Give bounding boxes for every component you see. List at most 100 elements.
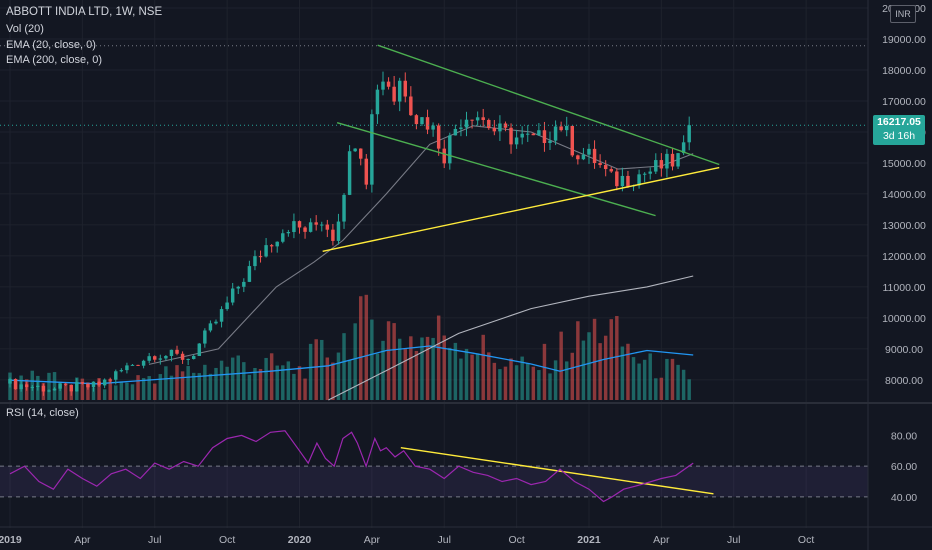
currency-badge[interactable]: INR <box>890 5 916 23</box>
candle-body <box>247 266 252 282</box>
volume-bar <box>386 321 391 400</box>
volume-bar <box>197 373 202 400</box>
candle-body <box>548 140 552 144</box>
volume-bar <box>425 336 430 400</box>
candle-body <box>102 379 107 386</box>
candle-body <box>186 358 190 360</box>
candle-body <box>208 323 213 331</box>
time-tick-label: Oct <box>798 534 814 546</box>
candle-body <box>303 227 307 232</box>
volume-bar <box>670 358 675 400</box>
volume-bar <box>453 342 458 400</box>
time-tick-label: 2021 <box>577 534 601 546</box>
rsi-tick-label: 60.00 <box>891 461 917 473</box>
volume-bar <box>141 378 146 400</box>
candle-body <box>459 127 463 129</box>
grid-lines <box>0 0 868 528</box>
volume-bar <box>509 358 513 400</box>
price-tick-label: 15000.00 <box>882 158 926 170</box>
candle-body <box>342 194 346 222</box>
volume-bar <box>659 377 664 400</box>
candle-body <box>665 153 669 169</box>
candle-body <box>598 163 602 166</box>
candle-body <box>180 353 185 360</box>
volume-bar <box>325 357 330 400</box>
volume-bar <box>191 372 196 400</box>
candle-body <box>642 173 647 175</box>
volume-bar <box>13 381 18 400</box>
candle-body <box>403 80 407 97</box>
volume-bar <box>225 366 229 400</box>
candle-body <box>119 370 124 372</box>
candle-body <box>336 221 341 241</box>
candle-body <box>225 302 229 310</box>
rsi-band-fill <box>0 466 868 497</box>
symbol-title[interactable]: ABBOTT INDIA LTD, 1W, NSE <box>6 6 163 18</box>
candle-body <box>531 133 536 136</box>
volume-bar <box>375 353 380 400</box>
legend-vol[interactable]: Vol (20) <box>6 23 44 35</box>
candle-body <box>626 175 630 187</box>
candle-body <box>63 383 68 385</box>
candle-body <box>197 343 202 356</box>
volume-bar <box>676 364 680 400</box>
candle-body <box>320 224 324 226</box>
volume-bar <box>442 335 446 400</box>
volume-bar <box>609 319 613 400</box>
candle-body <box>520 133 524 138</box>
candle-body <box>97 381 101 386</box>
volume-bar <box>297 366 302 400</box>
candle-body <box>386 81 391 87</box>
candle-body <box>275 241 279 247</box>
candle-body <box>503 123 508 128</box>
ema200-line <box>328 275 694 401</box>
candle-body <box>359 148 363 159</box>
volume-bar <box>409 336 413 400</box>
volume-bar <box>136 375 140 400</box>
candle-body <box>564 125 569 131</box>
volume-bar <box>130 384 135 400</box>
volume-bar <box>242 362 246 400</box>
candle-body <box>114 371 118 380</box>
candle-body <box>264 245 268 257</box>
candle-body <box>331 229 335 241</box>
volume-bar <box>498 369 502 400</box>
candle-body <box>286 232 291 234</box>
volume-bar <box>236 355 240 400</box>
candle-body <box>487 119 491 129</box>
time-tick-label: Apr <box>653 534 670 546</box>
legend-ema20[interactable]: EMA (20, close, 0) <box>6 39 96 51</box>
volume-bar <box>219 360 224 400</box>
trend-drawings[interactable] <box>322 44 720 495</box>
candle-body <box>481 117 485 120</box>
ema20-line <box>148 125 694 365</box>
volume-bar <box>514 365 519 400</box>
candle-body <box>392 86 396 102</box>
volume-bar <box>381 340 385 400</box>
volume-bar <box>258 368 263 400</box>
rsi-band <box>0 465 868 498</box>
time-tick-label: Oct <box>508 534 524 546</box>
volume-bar <box>592 318 597 400</box>
volume-bar <box>654 378 658 400</box>
volume-bar <box>175 365 179 400</box>
candle-body <box>553 126 558 141</box>
price-tick-label: 8000.00 <box>885 375 923 387</box>
candle-body <box>52 388 57 391</box>
volume-bar <box>269 353 274 400</box>
volume-bar <box>564 361 569 400</box>
volume-bar <box>475 353 480 400</box>
volume-bar <box>431 337 435 400</box>
candle-body <box>236 286 240 289</box>
volume-bar <box>397 338 402 400</box>
legend-ema200[interactable]: EMA (200, close, 0) <box>6 54 102 66</box>
candle-body <box>620 175 625 187</box>
candle-body <box>269 245 274 247</box>
time-tick-label: Apr <box>364 534 381 546</box>
legend-rsi[interactable]: RSI (14, close) <box>6 407 79 419</box>
price-tick-label: 10000.00 <box>882 313 926 325</box>
time-tick-label: Jul <box>148 534 161 546</box>
candle-body <box>69 384 73 392</box>
candle-body <box>687 125 691 143</box>
